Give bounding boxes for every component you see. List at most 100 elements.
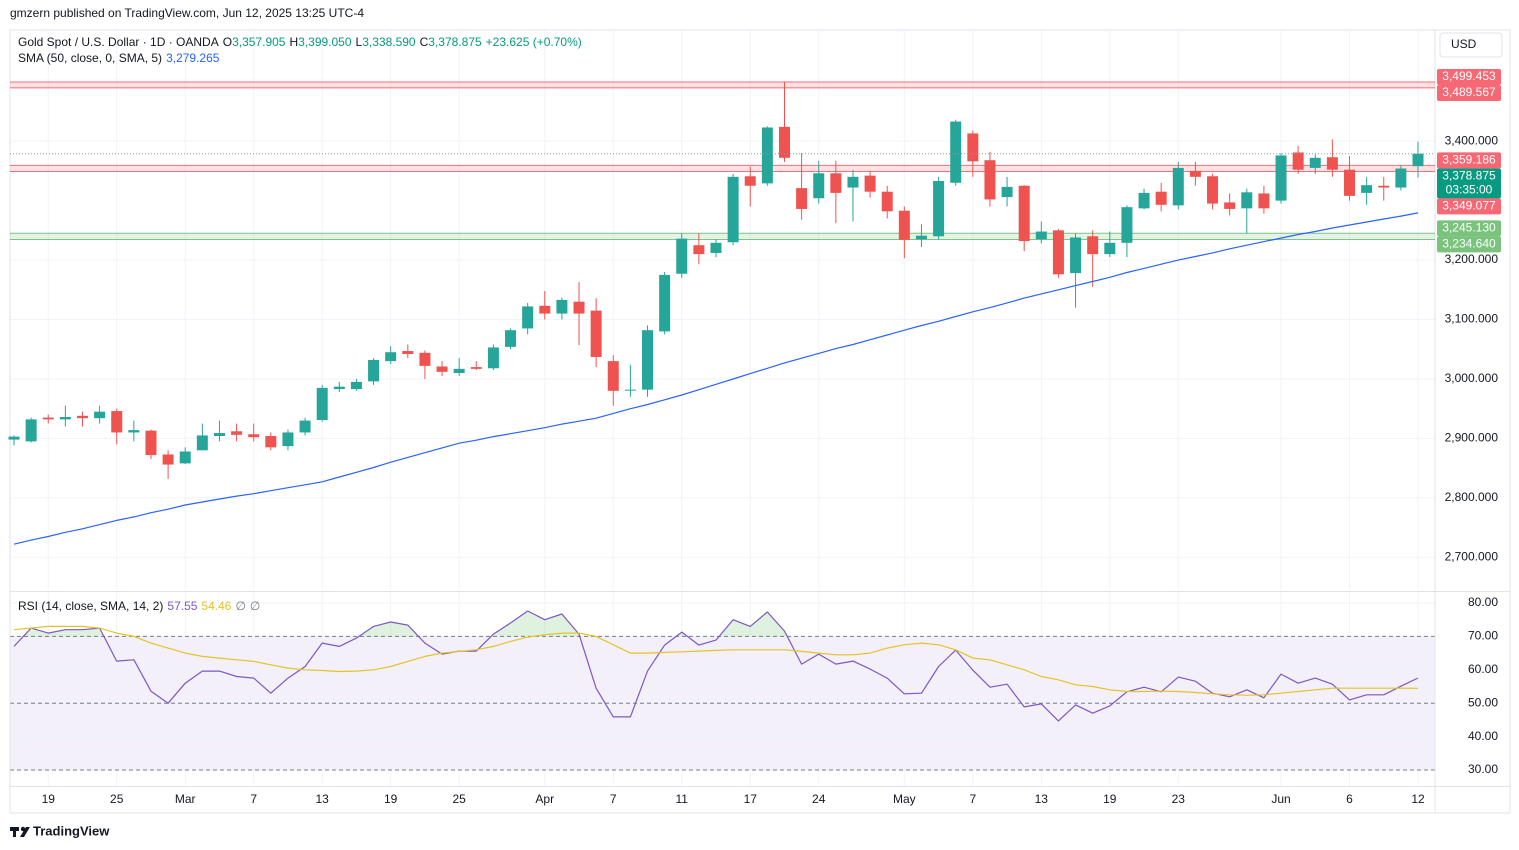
candle-body [402, 351, 414, 354]
zone-label-box [1437, 220, 1501, 237]
candle-body [693, 245, 705, 255]
x-tick-label: 13 [1035, 792, 1049, 806]
candle-body [94, 411, 106, 419]
x-tick-label: 25 [110, 792, 124, 806]
y-tick-label: 2,900.000 [1445, 431, 1499, 445]
sma-value: 3,279.265 [166, 51, 220, 65]
candle-body [1087, 236, 1099, 255]
ohlc-value: 3,357.905 [232, 35, 286, 49]
candle-body [1052, 230, 1064, 275]
zone-label: 3,245.130 [1442, 221, 1496, 235]
zone-label-box [1437, 236, 1501, 253]
ohlc-key: H [289, 35, 299, 49]
candle-body [299, 420, 311, 433]
x-tick-label: 19 [384, 792, 398, 806]
candle-body [864, 175, 876, 192]
candle-body [573, 301, 585, 314]
zone-fill [10, 233, 1435, 240]
candle-body [248, 434, 260, 438]
x-tick-label: 7 [250, 792, 257, 806]
zone-label: 3,499.453 [1442, 69, 1496, 83]
rsi-value: 54.46 [201, 599, 232, 613]
candle-body [1104, 242, 1116, 255]
x-tick-label: 23 [1172, 792, 1186, 806]
zone-label: 3,359.186 [1442, 153, 1496, 167]
candle-body [642, 330, 654, 390]
sma-legend: SMA (50, close, 0, SMA, 5) 3,279.265 [18, 50, 223, 66]
candle-body [419, 352, 431, 366]
candle-body [950, 121, 962, 183]
candle-body [556, 299, 568, 314]
x-tick-label: 19 [1103, 792, 1117, 806]
x-tick-label: 13 [316, 792, 330, 806]
candle-body [436, 366, 448, 372]
zone-label-box [1437, 152, 1501, 169]
y-tick-label: 3,100.000 [1445, 312, 1499, 326]
y-tick-label: 70.00 [1468, 629, 1498, 643]
x-tick-label: May [893, 792, 916, 806]
zone-fill [10, 165, 1435, 172]
candle-body [111, 411, 123, 433]
rsi-title: RSI (14, close, SMA, 14, 2) [18, 599, 164, 613]
candle-body [1258, 193, 1270, 209]
rsi-line [13, 610, 1419, 722]
candle-body [847, 176, 859, 188]
frame [9, 29, 1511, 814]
y-tick-label: 3,200.000 [1445, 252, 1499, 266]
candle-body [590, 310, 602, 357]
candle-body [162, 454, 174, 465]
overbought-fill [23, 611, 788, 637]
rsi-extra: ∅ [235, 599, 246, 613]
y-tick-label: 3,000.000 [1445, 371, 1499, 385]
zone-label-box [1437, 198, 1501, 215]
zone-label: 3,489.567 [1442, 85, 1496, 99]
zone-fill [10, 82, 1435, 88]
candle-body [1412, 153, 1424, 167]
candle-body [1395, 168, 1407, 188]
y-tick-label: 80.00 [1468, 595, 1498, 609]
candle-body [933, 180, 945, 237]
x-tick-label: 19 [42, 792, 56, 806]
background-layer [10, 30, 1435, 786]
legend-title: Gold Spot / U.S. Dollar · 1D · OANDA [18, 35, 219, 49]
candle-body [659, 274, 671, 332]
sma-name: SMA (50, close, 0, SMA, 5) [18, 51, 163, 65]
ohlc-key: O [222, 35, 233, 49]
candle-body [1035, 231, 1047, 240]
candle-body [607, 361, 619, 391]
candle-body [1138, 192, 1150, 209]
candle-body [830, 173, 842, 193]
candle-body [350, 381, 362, 390]
candle-body [231, 431, 243, 435]
candle-body [761, 127, 773, 184]
currency-label: USD [1451, 37, 1477, 51]
y-tick-label: 30.00 [1468, 762, 1498, 776]
candles [8, 81, 1424, 479]
candle-body [796, 188, 808, 209]
candle-body [25, 419, 37, 442]
publisher: gmzern published on TradingView.com, Jun… [10, 6, 364, 20]
candle-body [1275, 155, 1287, 201]
y-tick-label: 40.00 [1468, 729, 1498, 743]
candle-body [1378, 185, 1390, 188]
candle-body [624, 389, 636, 391]
x-tick-label: 7 [969, 792, 976, 806]
candle-body [898, 210, 910, 240]
y-tick-label: 3,400.000 [1445, 133, 1499, 147]
candle-body [539, 305, 551, 314]
candle-body [59, 417, 71, 420]
zone-label-box [1437, 68, 1501, 85]
candle-body [1344, 169, 1356, 196]
y-tick-label: 2,800.000 [1445, 490, 1499, 504]
candle-body [1189, 170, 1201, 177]
candle-body [1018, 185, 1030, 242]
x-tick-label: Jun [1271, 792, 1290, 806]
candle-body [1361, 185, 1373, 193]
candle-body [453, 368, 465, 374]
x-tick-label: 7 [610, 792, 617, 806]
candle-body [813, 173, 825, 199]
candle-body [1292, 152, 1304, 170]
y-tick-label: 2,700.000 [1445, 549, 1499, 563]
